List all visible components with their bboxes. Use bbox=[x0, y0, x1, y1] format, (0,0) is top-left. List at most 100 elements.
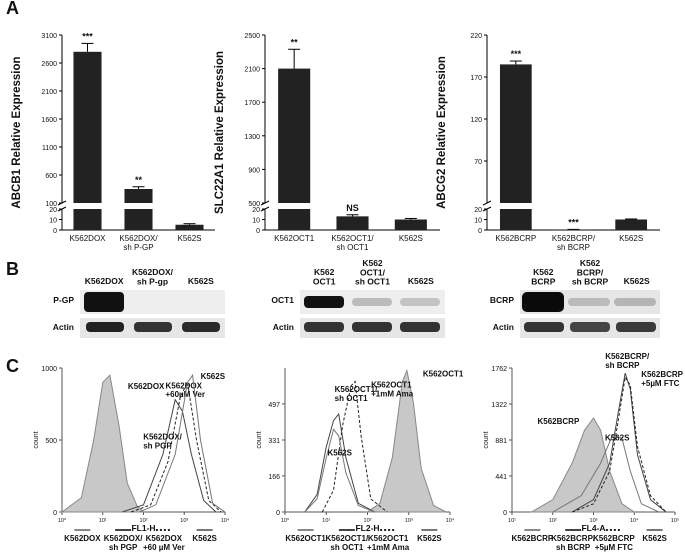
histogram-line bbox=[552, 433, 660, 513]
curve-label-line: K562BCRP bbox=[538, 417, 580, 426]
blot-band bbox=[400, 298, 440, 306]
histogram-line bbox=[139, 373, 226, 513]
legend-label: K562S bbox=[417, 534, 442, 543]
curve-label-line: sh PGP bbox=[143, 441, 172, 450]
break-mark bbox=[260, 200, 270, 206]
curve-label-line: K562OCT1 bbox=[423, 370, 464, 379]
x-tick-label: K562OCT1/sh OCT1 bbox=[331, 234, 374, 252]
axis-break bbox=[72, 203, 103, 209]
y-tick-label: 2600 bbox=[41, 61, 57, 68]
lane-label: K562DOX/sh P-gp bbox=[132, 267, 174, 286]
legend-label-line: sh OCT1 bbox=[330, 543, 363, 552]
blot-band bbox=[84, 292, 124, 312]
legend-label-line: K562S bbox=[642, 534, 667, 543]
row-label: Actin bbox=[53, 322, 74, 332]
y-tick-label: 10 bbox=[252, 218, 260, 225]
row-label: BCRP bbox=[490, 295, 514, 305]
y-tick-label: 500 bbox=[248, 201, 260, 208]
blot-band bbox=[86, 322, 124, 332]
y-tick-label: 600 bbox=[45, 173, 57, 180]
curve-label-line: K562S bbox=[605, 433, 630, 442]
x-tick-label: 10¹ bbox=[508, 518, 516, 524]
legend-label-line: sh PGP bbox=[109, 543, 138, 552]
y-tick-label: 3100 bbox=[41, 33, 57, 40]
x-tick-label: 10³ bbox=[180, 518, 188, 524]
bar bbox=[557, 229, 590, 230]
x-axis-label: FL1-H bbox=[131, 523, 155, 533]
curve-label-line: K562DOX bbox=[165, 381, 202, 390]
y-tick-label: 0 bbox=[276, 510, 280, 517]
histogram-line bbox=[304, 428, 375, 513]
curve-label: K562S bbox=[328, 448, 353, 457]
x-tick-label: 10⁰ bbox=[58, 517, 67, 524]
blot-band bbox=[616, 322, 656, 332]
y-axis-label: SLC22A1 Relative Expression bbox=[214, 51, 226, 214]
legend-label-line: +5µM FTC bbox=[595, 543, 633, 552]
y-tick-label: 1700 bbox=[244, 100, 260, 107]
break-mark bbox=[57, 200, 67, 206]
y-axis-label: ABCB1 Relative Expression bbox=[11, 56, 23, 208]
histogram-line bbox=[131, 380, 222, 513]
bar bbox=[336, 216, 369, 230]
lane-label-line: sh OCT1 bbox=[355, 277, 390, 287]
x-tick-label: 10² bbox=[549, 518, 557, 524]
y-tick-label: 0 bbox=[53, 228, 57, 235]
bar bbox=[499, 64, 532, 231]
axis-break bbox=[277, 203, 312, 209]
legend-label-line: K562DOX bbox=[64, 534, 101, 543]
curve-label: K562S bbox=[201, 372, 226, 381]
curve-label-line: sh BCRP bbox=[605, 361, 640, 370]
x-tick-label-line: K562OCT1/ bbox=[331, 234, 374, 243]
x-tick-label-line: K562DOX bbox=[69, 234, 106, 243]
y-tick-label: 331 bbox=[268, 438, 280, 445]
x-tick-label-line: K562BCRP/ bbox=[552, 234, 596, 243]
y-axis-label: count bbox=[33, 431, 40, 448]
bar bbox=[615, 219, 648, 230]
curve-label: K562BCRP/sh BCRP bbox=[605, 352, 650, 370]
y-tick-label: 900 bbox=[248, 167, 260, 174]
row-label: Actin bbox=[493, 322, 514, 332]
blot-band bbox=[352, 322, 392, 332]
blot-band bbox=[304, 322, 344, 332]
legend-label-line: K562OCT1 bbox=[368, 534, 409, 543]
y-tick-label: 70 bbox=[474, 159, 482, 166]
lane-label-line: K562 bbox=[362, 258, 383, 268]
histogram-area bbox=[60, 374, 145, 513]
curve-label: K562BCRP bbox=[538, 417, 580, 426]
x-tick-label: 10⁴ bbox=[221, 517, 230, 524]
blot-band bbox=[182, 322, 220, 332]
row-label: Actin bbox=[273, 322, 294, 332]
lane-label-line: K562S bbox=[624, 276, 650, 286]
legend-label-line: +60 µM Ver bbox=[143, 543, 185, 552]
curve-label-line: K562S bbox=[328, 448, 353, 457]
curve-label-line: K562S bbox=[201, 372, 226, 381]
legend-label-line: K562DOX/ bbox=[104, 534, 143, 543]
y-tick-label: 10 bbox=[474, 218, 482, 225]
y-tick-label: 20 bbox=[49, 207, 57, 214]
break-mark bbox=[57, 206, 67, 212]
y-tick-label: 2500 bbox=[244, 33, 260, 40]
curve-label-line: K562DOX bbox=[128, 382, 165, 391]
curve-label-line: +5µM FTC bbox=[641, 379, 679, 388]
y-tick-label: 0 bbox=[256, 228, 260, 235]
legend-label: K562OCT1/sh OCT1 bbox=[326, 534, 369, 552]
x-tick-label: 10⁴ bbox=[630, 517, 639, 524]
break-mark bbox=[482, 206, 492, 212]
x-tick-label: 10² bbox=[140, 518, 148, 524]
y-tick-label: 881 bbox=[495, 438, 507, 445]
panel-letter: B bbox=[6, 259, 19, 279]
lane-label: K562S bbox=[188, 276, 214, 286]
x-tick-label: 10³ bbox=[405, 518, 413, 524]
y-axis-label: ABCG2 Relative Expression bbox=[436, 56, 448, 209]
legend-label: K562BCRP +5µM FTC bbox=[593, 534, 635, 552]
legend-label-line: sh BCRP bbox=[556, 543, 591, 552]
x-tick-label-line: K562BCRP bbox=[495, 234, 536, 243]
blot-band bbox=[614, 298, 656, 306]
curve-label-line: K562BCRP/ bbox=[605, 352, 650, 361]
histogram-line bbox=[321, 380, 388, 513]
blot-band bbox=[522, 292, 564, 312]
lane-label: K562 BCRP bbox=[531, 267, 555, 286]
axis-break bbox=[123, 203, 154, 209]
y-tick-label: 166 bbox=[268, 474, 280, 481]
legend-label: K562S bbox=[642, 534, 667, 543]
